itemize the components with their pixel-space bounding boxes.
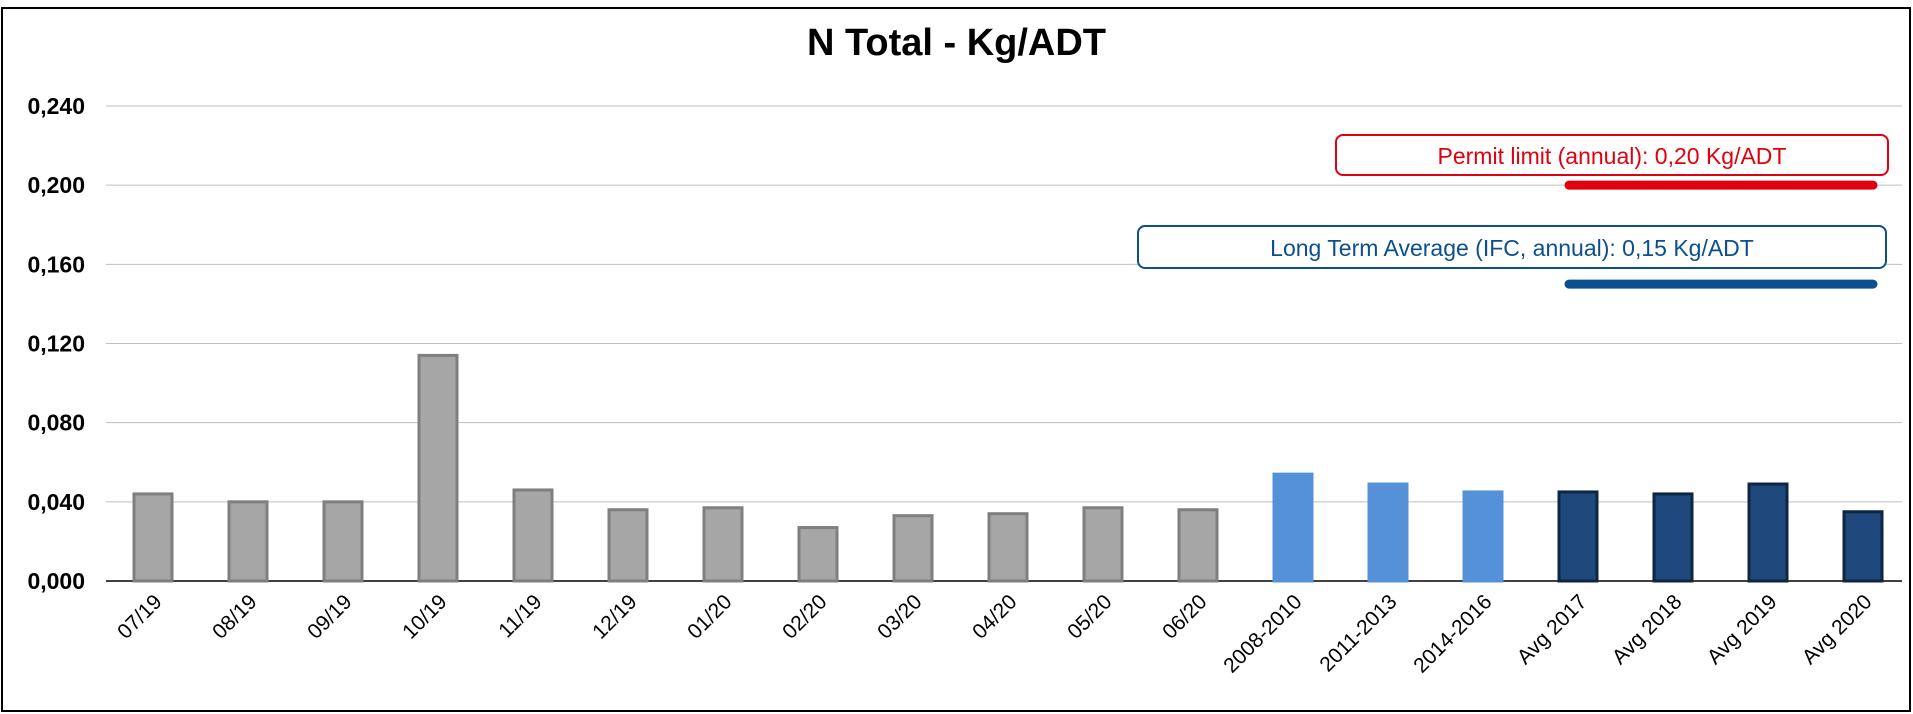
bars <box>132 353 1884 583</box>
x-tick-label: 09/19 <box>303 590 356 643</box>
y-axis-ticks: 0,000 0,040 0,080 0,120 0,160 0,200 0,240 <box>27 93 85 594</box>
x-tick-label: 11/19 <box>494 590 546 642</box>
bar-03-20 <box>892 514 934 583</box>
permit-limit-label: Permit limit (annual): 0,20 Kg/ADT <box>1335 134 1889 176</box>
y-tick-label: 0,000 <box>27 568 85 594</box>
x-tick-label: 02/20 <box>778 590 831 643</box>
y-tick-label: 0,160 <box>27 251 85 277</box>
x-tick-label: Avg 2018 <box>1608 590 1687 669</box>
x-tick-label: 12/19 <box>588 590 641 643</box>
long-term-average-label: Long Term Average (IFC, annual): 0,15 Kg… <box>1137 225 1887 269</box>
bar-avg-2017 <box>1557 490 1599 583</box>
x-tick-label: 2011-2013 <box>1315 590 1401 676</box>
x-tick-label: 07/19 <box>113 590 166 643</box>
bar-2011-2013 <box>1367 482 1409 583</box>
y-tick-label: 0,240 <box>27 93 85 119</box>
bar-06-20 <box>1177 508 1219 583</box>
x-tick-label: Avg 2019 <box>1703 590 1782 669</box>
bar-2014-2016 <box>1462 490 1504 583</box>
bar-08-19 <box>227 500 269 583</box>
y-tick-label: 0,040 <box>27 489 85 515</box>
x-tick-label: 01/20 <box>683 590 736 643</box>
bar-04-20 <box>987 512 1029 583</box>
gridlines <box>106 105 1902 582</box>
bar-05-20 <box>1082 506 1124 583</box>
bar-avg-2018 <box>1652 492 1694 583</box>
x-tick-label: 10/19 <box>398 590 451 643</box>
bar-2008-2010 <box>1272 472 1314 583</box>
bar-07-19 <box>132 492 174 583</box>
y-tick-label: 0,120 <box>27 331 85 357</box>
chart-frame <box>1 7 1911 712</box>
x-tick-label: 05/20 <box>1063 590 1116 643</box>
x-tick-label: 2014-2016 <box>1409 590 1496 677</box>
y-tick-label: 0,200 <box>27 172 85 198</box>
x-tick-label: Avg 2017 <box>1513 590 1592 669</box>
bar-avg-2020 <box>1842 510 1884 583</box>
x-tick-label: 06/20 <box>1158 590 1211 643</box>
bar-avg-2019 <box>1747 482 1789 583</box>
x-tick-label: 2008-2010 <box>1219 590 1306 677</box>
y-tick-label: 0,080 <box>27 410 85 436</box>
x-tick-label: 08/19 <box>208 590 261 643</box>
reference-lines <box>1564 180 1878 289</box>
bar-11-19 <box>512 488 554 583</box>
bar-10-19 <box>417 353 459 583</box>
bar-12-19 <box>607 508 649 583</box>
x-tick-label: Avg 2020 <box>1798 590 1877 669</box>
bar-02-20 <box>797 526 839 583</box>
x-tick-label: 03/20 <box>873 590 926 643</box>
bar-01-20 <box>702 506 744 583</box>
x-axis-ticks: 07/19 08/19 09/19 10/19 11/19 12/19 01/20 02/20… <box>113 590 1876 677</box>
bar-09-19 <box>322 500 364 583</box>
x-tick-label: 04/20 <box>968 590 1021 643</box>
chart-title: N Total - Kg/ADT <box>806 22 1107 64</box>
